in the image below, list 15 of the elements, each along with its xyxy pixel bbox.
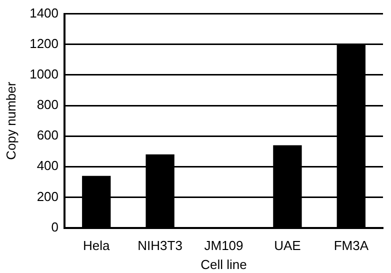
y-tick-label: 1400 [30,5,59,20]
y-tick-label: 600 [36,128,59,143]
y-tick-label: 800 [36,97,59,112]
y-tick-label: 1000 [30,66,59,82]
x-tick-label: FM3A [334,238,369,254]
y-tick-label: 0 [51,219,59,234]
y-tick-label: 400 [36,158,59,174]
x-tick-label: JM109 [204,238,244,254]
y-tick-label: 1200 [30,36,59,51]
x-axis-title: Cell line [200,256,247,272]
x-tick-label: UAE [274,238,302,254]
x-tick-label: NIH3T3 [138,238,182,254]
x-tick-label: Hela [82,238,110,254]
y-tick-label: 200 [36,188,59,204]
y-axis-title: Copy number [3,81,18,160]
